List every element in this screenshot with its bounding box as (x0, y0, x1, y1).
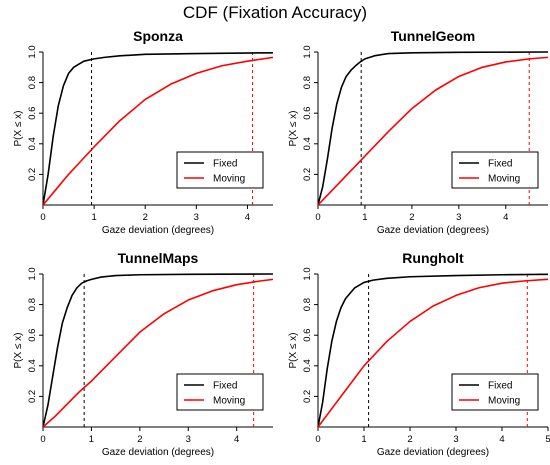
y-tick-label: 0.4 (27, 137, 38, 150)
y-tick-label: 0.8 (302, 298, 313, 311)
legend-box (451, 151, 539, 189)
x-tick-label: 0 (40, 212, 45, 223)
series-line-moving (317, 278, 549, 428)
legend-label: Fixed (488, 159, 512, 170)
legend-label: Moving (488, 174, 520, 185)
series-line-moving (42, 278, 274, 428)
x-tick-label: 4 (503, 212, 508, 223)
x-tick-label: 2 (409, 212, 414, 223)
legend-label: Fixed (213, 159, 237, 170)
x-tick-label: 1 (361, 434, 366, 445)
legend: Fixed Moving (176, 373, 264, 411)
y-tick-label: 0.4 (302, 359, 313, 372)
y-tick-label: 1.0 (302, 267, 313, 280)
panels: Sponza 0 1 2 3 4 0.2 0.4 0.6 0.8 1.0 Gaze deviation… (13, 28, 550, 458)
x-tick-label: 4 (245, 212, 250, 223)
y-tick-label: 0.6 (302, 107, 313, 120)
y-tick-label: 0.2 (27, 390, 38, 403)
chart-panel-4: Rungholt 0 1 2 3 4 5 0.2 0.4 0.6 0.8 1.0 Gaze deviat… (288, 250, 550, 458)
chart-panel-1: Sponza 0 1 2 3 4 0.2 0.4 0.6 0.8 1.0 Gaze deviation… (13, 28, 274, 236)
x-axis-label: Gaze deviation (degrees) (377, 447, 489, 458)
x-tick-label: 3 (456, 212, 461, 223)
y-axis-label: P(X ≤ x) (13, 110, 24, 146)
y-tick-label: 0.4 (27, 359, 38, 372)
legend: Fixed Moving (176, 151, 264, 189)
y-tick-label: 0.2 (302, 168, 313, 181)
y-tick-label: 0.2 (302, 390, 313, 403)
chart-panel-2: TunnelGeom 0 1 2 3 4 0.2 0.4 0.6 0.8 1.0 Gaze devia… (288, 28, 549, 236)
legend-box (176, 373, 264, 411)
legend-label: Fixed (488, 381, 512, 392)
x-tick-label: 2 (137, 434, 142, 445)
y-tick-label: 1.0 (27, 267, 38, 280)
legend-label: Moving (213, 396, 245, 407)
legend: Fixed Moving (451, 373, 539, 411)
legend: Fixed Moving (451, 151, 539, 189)
y-axis-label: P(X ≤ x) (13, 332, 24, 368)
x-axis-label: Gaze deviation (degrees) (377, 225, 489, 236)
series-line-fixed (42, 273, 274, 428)
series-line-fixed (42, 51, 274, 206)
x-tick-label: 2 (143, 212, 148, 223)
series-line-fixed (317, 51, 549, 206)
x-tick-label: 5 (545, 434, 550, 445)
y-tick-label: 0.4 (302, 137, 313, 150)
x-tick-label: 4 (499, 434, 504, 445)
y-tick-label: 0.6 (27, 329, 38, 342)
chart-title: TunnelGeom (391, 28, 476, 44)
x-tick-label: 3 (186, 434, 191, 445)
figure-title: CDF (Fixation Accuracy) (183, 3, 367, 22)
chart-title: TunnelMaps (118, 250, 199, 266)
legend-box (451, 373, 539, 411)
x-axis-label: Gaze deviation (degrees) (102, 225, 214, 236)
x-tick-label: 2 (407, 434, 412, 445)
legend-label: Moving (488, 396, 520, 407)
x-tick-label: 1 (89, 434, 94, 445)
legend-label: Fixed (213, 381, 237, 392)
chart-title: Rungholt (402, 250, 464, 266)
x-tick-label: 4 (234, 434, 239, 445)
series-line-fixed (317, 273, 549, 428)
legend-label: Moving (213, 174, 245, 185)
y-tick-label: 0.8 (302, 76, 313, 89)
y-tick-label: 0.6 (27, 107, 38, 120)
chart-title: Sponza (133, 28, 183, 44)
chart-panel-3: TunnelMaps 0 1 2 3 4 0.2 0.4 0.6 0.8 1.0 Gaze devia… (13, 250, 274, 458)
x-tick-label: 1 (91, 212, 96, 223)
y-tick-label: 0.2 (27, 168, 38, 181)
y-tick-label: 0.6 (302, 329, 313, 342)
x-tick-label: 0 (40, 434, 45, 445)
x-tick-label: 1 (362, 212, 367, 223)
x-axis-label: Gaze deviation (degrees) (102, 447, 214, 458)
x-tick-label: 0 (315, 434, 320, 445)
y-tick-label: 1.0 (302, 45, 313, 58)
y-axis-label: P(X ≤ x) (288, 332, 299, 368)
series-line-moving (42, 56, 274, 206)
x-tick-label: 3 (453, 434, 458, 445)
y-tick-label: 1.0 (27, 45, 38, 58)
series-line-moving (317, 56, 549, 206)
legend-box (176, 151, 264, 189)
y-axis-label: P(X ≤ x) (288, 110, 299, 146)
x-tick-label: 0 (315, 212, 320, 223)
x-tick-label: 3 (194, 212, 199, 223)
y-tick-label: 0.8 (27, 76, 38, 89)
y-tick-label: 0.8 (27, 298, 38, 311)
